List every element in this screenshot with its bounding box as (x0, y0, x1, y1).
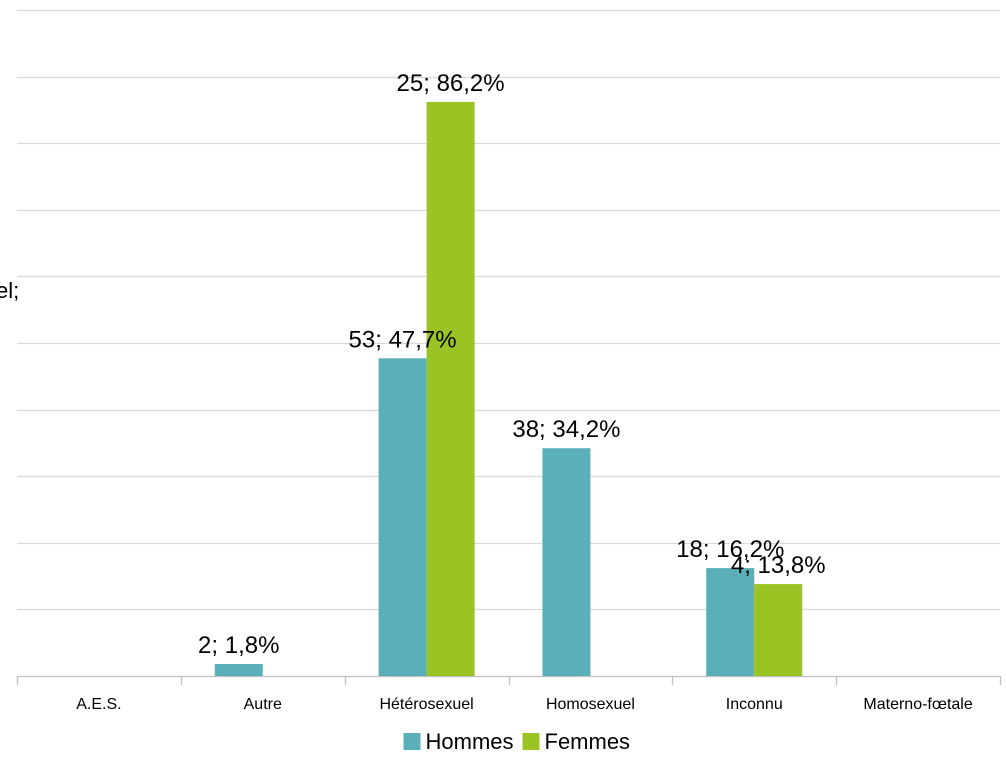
bars (214, 101, 803, 676)
x-tick-label: Hétérosexuel (379, 696, 473, 713)
data-label: 4; 13,8% (731, 552, 826, 579)
partial-left-label: el; (0, 278, 19, 303)
x-tick-label: Materno-fœtale (863, 696, 972, 713)
bar-hommes-2 (378, 358, 427, 676)
legend-label-femmes: Femmes (545, 729, 631, 754)
legend-label-hommes: Hommes (426, 729, 514, 754)
data-label: 53; 47,7% (349, 326, 457, 353)
data-label: 2; 1,8% (198, 632, 279, 659)
legend-swatch-femmes (522, 733, 540, 750)
gridlines (17, 9, 1000, 611)
data-label: 18; 16,2% (676, 536, 784, 563)
x-tick-labels: A.E.S. Autre Hétérosexuel Homosexuel Inconnu… (76, 696, 973, 713)
bar-hommes-3 (542, 448, 591, 676)
legend-swatch-hommes (403, 733, 421, 750)
data-labels: 2; 1,8% 53; 47,7% 38; 34,2% 18; 16,2% 25; 86… (198, 70, 826, 659)
x-tick-label: Homosexuel (546, 696, 635, 713)
data-label: 38; 34,2% (512, 416, 620, 443)
legend: Hommes Femmes (403, 729, 631, 754)
x-tick-label: A.E.S. (76, 696, 121, 713)
bar-femmes-2 (426, 101, 475, 676)
bar-hommes-4 (706, 568, 755, 676)
bar-femmes-4 (754, 584, 803, 676)
bar-hommes-1 (214, 664, 263, 676)
x-tick-label: Autre (244, 696, 282, 713)
data-label: 25; 86,2% (397, 70, 505, 97)
x-tick-label: Inconnu (726, 696, 783, 713)
x-axis (16, 675, 1002, 685)
